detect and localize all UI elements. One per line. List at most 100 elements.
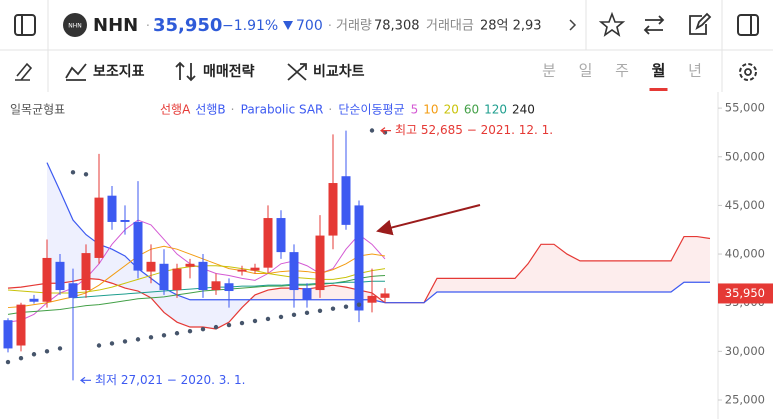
sar-dot [330,306,336,311]
candle-body [133,221,143,271]
sidebar-toggle[interactable] [14,14,36,36]
compare-button[interactable]: 비교차트 [313,64,365,80]
current-price-label: 35,950 [725,286,765,300]
cloud [671,236,684,292]
sar-dot [174,331,180,336]
candle-body [29,298,39,302]
annotation: 최저 27,021 − 2020. 3. 1. [95,373,245,387]
cloud [632,260,645,292]
cloud [281,288,294,300]
volume-label: 거래량 [336,19,372,34]
cloud [437,278,450,292]
logo: NHN [63,13,87,37]
candle-body [198,261,208,291]
sar-dot [369,128,375,133]
sar-dot [44,349,50,354]
cloud [112,249,125,289]
cloud [333,285,346,300]
cloud [593,260,606,292]
cloud [619,260,632,292]
cloud [190,299,203,328]
period-tab[interactable]: 주 [615,62,629,80]
sar-dot [5,359,11,365]
sar-dot [31,352,37,357]
cloud [541,244,554,292]
legend: 일목균형표 선행A 선행B · Parabolic SAR · 단순이동평균 5 10 20 60 1… [10,102,535,117]
candle-body [289,252,299,291]
candle-body [276,218,286,253]
candle-body [146,261,156,272]
candle-body [250,267,260,271]
candle-body [328,183,338,236]
candle-body [42,257,52,302]
cloud [177,294,190,328]
sar-dot [187,329,193,334]
value-clip: 28억 2,93 [480,19,542,34]
period-tab[interactable]: 분 [542,62,556,80]
sar-dot [135,337,141,342]
period-selected [649,88,668,91]
annotation: 최고 52,685 − 2021. 12. 1. [395,123,553,137]
candle-body [341,176,351,225]
favorite-button[interactable] [598,11,626,37]
value: 28억 2,93 [480,19,542,34]
candle-body [211,281,221,291]
change-pct: −1.91% [222,18,278,34]
sar-dot [278,314,284,320]
candle-body [107,195,117,222]
cloud [450,278,463,292]
candle-body [159,263,169,291]
legend-entry: 120 [484,103,507,117]
y-tick-label: 40,000 [725,247,765,261]
sar-dot [148,335,154,340]
cloud [47,162,60,284]
candle-body [380,293,390,298]
y-tick-label: 50,000 [725,149,765,163]
cloud [502,278,515,292]
sar-dot [291,312,297,318]
candle-body [263,218,273,268]
candle-body [16,304,26,346]
period-tab[interactable]: 년 [688,62,702,80]
sar-dot [70,170,76,175]
annotation-arrow [380,127,391,135]
sar-dot [83,172,89,177]
swap-button[interactable] [643,15,665,35]
period-tab[interactable]: 월 [652,62,666,80]
sar-dot [226,322,232,328]
cloud [697,236,710,283]
candle-body [81,253,91,291]
svg-text:NHN: NHN [68,23,82,30]
legend-entry: 20 [444,103,459,117]
legend-separator: · [328,103,332,117]
more-arrow[interactable] [569,19,577,31]
edit-button[interactable] [689,12,712,35]
candle-body [68,283,78,298]
legend-title: 단순이동평균 [338,103,404,117]
candle-body [354,205,364,311]
cloud [580,260,593,292]
candle-body [120,220,130,222]
header: NHN NHN · 35,950 −1.91% 700 · 거래량 78,308… [0,0,773,51]
legend-separator: · [231,103,235,117]
legend-entry: 240 [512,103,535,117]
cloud [658,260,671,292]
period-tab[interactable]: 일 [579,62,593,80]
settings-button[interactable] [739,63,757,81]
strategy-button[interactable]: 매매전략 [203,63,255,80]
cloud [216,299,229,329]
current-price-box [718,283,773,304]
legend-entry: 10 [423,103,438,117]
y-tick-label: 45,000 [725,198,765,212]
annotation-arrow [80,376,91,384]
legend-entry: 5 [411,103,419,117]
sar-dot [109,341,115,346]
candle-body [185,263,195,267]
draw-tool[interactable] [15,62,33,81]
indicators-button[interactable]: 보조지표 [93,64,145,80]
panel-toggle[interactable] [737,14,759,36]
legend-entry: 선행B [195,102,225,117]
cloud [268,288,281,300]
